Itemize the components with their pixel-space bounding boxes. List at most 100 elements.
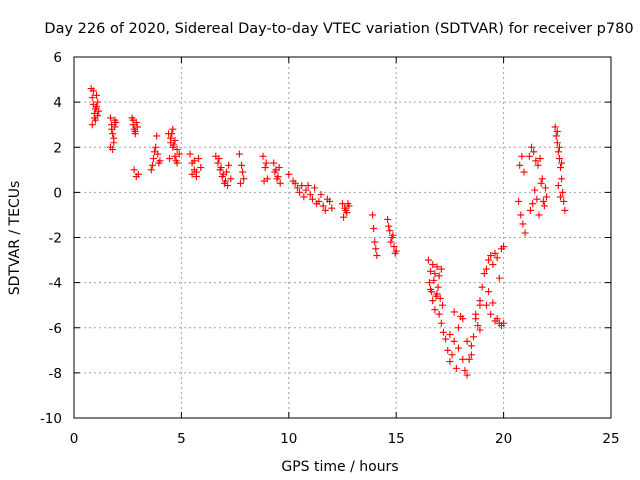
data-point — [520, 168, 528, 176]
data-point — [476, 297, 484, 305]
data-point — [538, 175, 546, 183]
data-point — [370, 224, 378, 232]
data-point — [155, 159, 163, 167]
data-point — [384, 215, 392, 223]
data-point — [500, 319, 508, 327]
data-point — [340, 213, 348, 221]
data-point — [186, 150, 194, 158]
data-point — [433, 263, 441, 271]
data-point — [221, 177, 229, 185]
data-point — [459, 355, 467, 363]
data-point — [558, 159, 566, 167]
data-point — [533, 195, 541, 203]
data-point — [219, 170, 227, 178]
data-point — [444, 346, 452, 354]
data-point — [192, 168, 200, 176]
y-tick-label: 0 — [53, 185, 62, 201]
data-point — [89, 87, 97, 95]
data-point — [93, 91, 101, 99]
data-point — [437, 265, 445, 273]
data-point — [452, 364, 460, 372]
data-point — [517, 211, 525, 219]
data-point — [450, 337, 458, 345]
data-point — [531, 186, 539, 194]
data-point — [344, 200, 352, 208]
data-point — [467, 351, 475, 359]
data-point — [427, 285, 435, 293]
data-point — [215, 155, 223, 163]
data-point — [551, 123, 559, 131]
data-point — [166, 155, 174, 163]
data-point — [110, 134, 118, 142]
data-point — [214, 159, 222, 167]
data-point — [270, 159, 278, 167]
data-point — [217, 164, 225, 172]
data-point — [529, 200, 537, 208]
data-point — [489, 299, 497, 307]
data-point — [147, 166, 155, 174]
data-point — [151, 148, 159, 156]
data-point — [480, 270, 488, 278]
data-point — [108, 125, 116, 133]
data-point — [321, 206, 329, 214]
data-point — [487, 252, 495, 260]
data-point — [438, 301, 446, 309]
data-point — [431, 306, 439, 314]
data-point — [555, 155, 563, 163]
data-point — [302, 186, 310, 194]
data-point — [169, 125, 177, 133]
chart-title: Day 226 of 2020, Sidereal Day-to-day VTE… — [44, 21, 633, 37]
data-point — [482, 265, 490, 273]
data-point — [434, 283, 442, 291]
y-tick-label: -10 — [40, 411, 62, 427]
data-point — [518, 152, 526, 160]
data-point — [372, 245, 380, 253]
data-point — [516, 161, 524, 169]
data-point — [227, 175, 235, 183]
data-points — [87, 85, 569, 379]
x-tick-label: 15 — [388, 431, 405, 447]
data-point — [88, 121, 96, 129]
data-point — [557, 164, 565, 172]
data-point — [430, 276, 438, 284]
data-point — [172, 157, 180, 165]
data-point — [493, 315, 501, 323]
data-point — [427, 267, 435, 275]
data-point — [369, 211, 377, 219]
data-point — [195, 155, 203, 163]
data-point — [446, 358, 454, 366]
data-point — [91, 105, 99, 113]
data-point — [485, 288, 493, 296]
data-point — [293, 184, 301, 192]
data-point — [558, 175, 566, 183]
data-point — [495, 274, 503, 282]
data-point — [276, 179, 284, 187]
data-point — [171, 152, 179, 160]
data-point — [554, 182, 562, 190]
data-point — [493, 254, 501, 262]
data-point — [130, 166, 138, 174]
data-point — [109, 130, 117, 138]
data-point — [131, 127, 139, 135]
data-point — [236, 179, 244, 187]
data-point — [515, 197, 523, 205]
data-point — [553, 127, 561, 135]
data-point — [371, 238, 379, 246]
y-tick-label: -2 — [49, 231, 62, 247]
data-point — [298, 182, 306, 190]
data-point — [240, 175, 248, 183]
data-point — [170, 141, 178, 149]
data-point — [94, 112, 102, 120]
data-point — [285, 170, 293, 178]
data-point — [463, 337, 471, 345]
data-point — [485, 256, 493, 264]
data-point — [489, 261, 497, 269]
data-point — [448, 351, 456, 359]
y-tick-label: -4 — [49, 276, 62, 292]
data-point — [168, 130, 176, 138]
data-point — [308, 195, 316, 203]
data-point — [107, 114, 115, 122]
data-point — [431, 270, 439, 278]
data-point — [389, 231, 397, 239]
